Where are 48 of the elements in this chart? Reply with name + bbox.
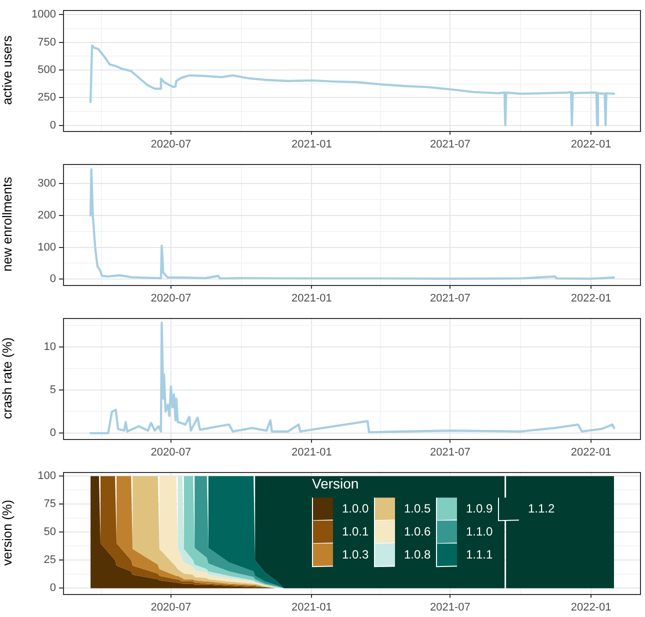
x-tick-label: 2022-01 xyxy=(570,446,612,458)
x-tick-label: 2020-07 xyxy=(150,446,192,458)
legend-label: 1.1.2 xyxy=(528,501,556,516)
y-tick-label: 500 xyxy=(38,64,56,76)
y-tick-label: 25 xyxy=(44,554,56,566)
x-tick-label: 2021-07 xyxy=(430,601,470,614)
y-tick-label: 0 xyxy=(50,582,56,594)
x-tick-label: 2021-07 xyxy=(430,446,470,458)
x-tick-label: 2021-01 xyxy=(292,446,332,458)
x-tick-label: 2022-01 xyxy=(570,292,612,304)
y-tick-label: 100 xyxy=(38,470,56,482)
x-tick-label: 2021-07 xyxy=(430,138,470,150)
x-tick-label: 2020-07 xyxy=(150,601,192,614)
y-tick-label: 75 xyxy=(44,498,56,510)
y-tick-label: 0 xyxy=(50,273,56,286)
legend-label: 1.0.0 xyxy=(342,501,370,516)
y-tick-label: 0 xyxy=(50,119,56,132)
x-tick-label: 2021-07 xyxy=(430,292,470,304)
x-tick-label: 2021-01 xyxy=(292,292,332,304)
x-tick-label: 2020-07 xyxy=(150,138,192,150)
legend-label: 1.0.8 xyxy=(404,547,432,562)
y-axis-title: new enrollments xyxy=(0,176,14,272)
legend-label: 1.1.0 xyxy=(466,524,494,538)
y-tick-label: 10 xyxy=(44,340,56,353)
y-tick-label: 5 xyxy=(50,384,56,396)
x-tick-label: 2021-01 xyxy=(292,138,332,150)
legend-label: 1.1.1 xyxy=(466,547,494,562)
legend-label: 1.0.3 xyxy=(342,547,370,562)
legend-label: 1.0.9 xyxy=(466,501,494,516)
legend-title: Version xyxy=(312,475,359,492)
y-tick-label: 0 xyxy=(50,427,56,440)
x-tick-label: 2021-01 xyxy=(292,601,332,614)
legend-label: 1.0.1 xyxy=(342,524,370,538)
y-tick-label: 300 xyxy=(38,178,56,190)
legend-label: 1.0.5 xyxy=(404,501,432,516)
legend-label: 1.0.6 xyxy=(404,524,432,538)
x-tick-label: 2022-01 xyxy=(570,138,612,150)
x-tick-label: 2020-07 xyxy=(150,292,192,304)
y-axis-title: active users xyxy=(0,35,14,105)
x-tick-label: 2022-01 xyxy=(570,601,612,614)
y-tick-label: 250 xyxy=(38,92,56,104)
y-axis-title: crash rate (%) xyxy=(0,337,14,420)
y-tick-label: 200 xyxy=(38,209,56,222)
y-tick-label: 100 xyxy=(38,241,56,254)
y-axis-title: version (%) xyxy=(0,500,14,566)
y-tick-label: 1000 xyxy=(32,8,56,21)
y-tick-label: 750 xyxy=(38,36,56,48)
y-tick-label: 50 xyxy=(44,526,56,538)
